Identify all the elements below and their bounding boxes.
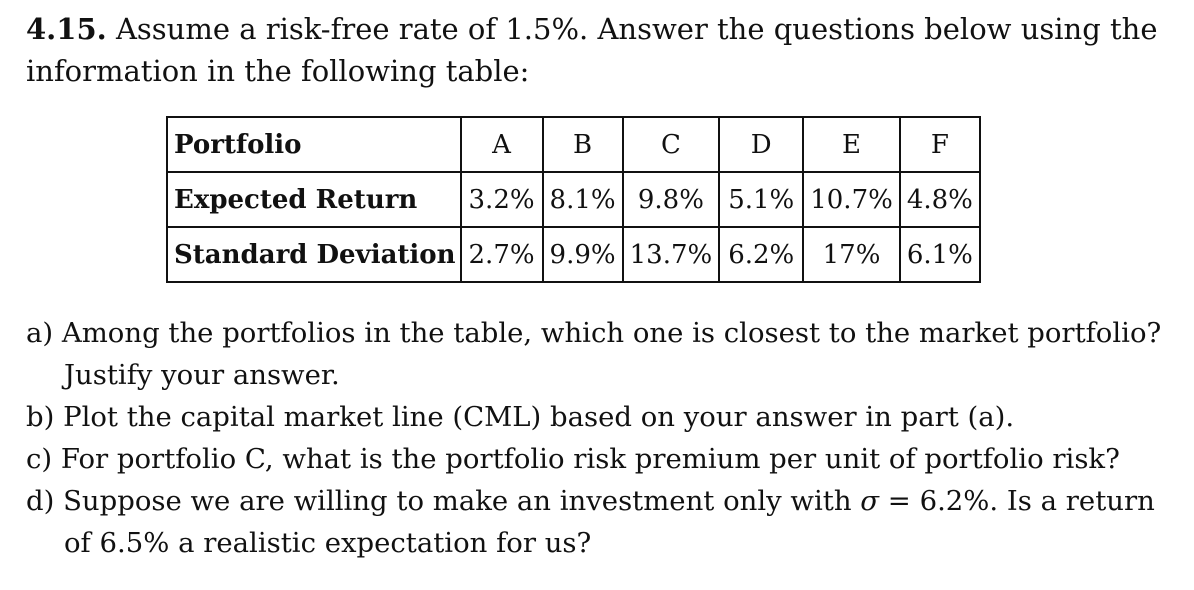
problem-statement-line2: information in the following table:: [26, 54, 530, 88]
question-d-text-start: d) Suppose we are willing to make an inv…: [26, 485, 861, 517]
table-row-standard-deviation: Standard Deviation 2.7% 9.9% 13.7% 6.2% …: [166, 226, 981, 283]
table-header-a: A: [459, 116, 544, 173]
question-d-text-end: = 6.2%. Is a return of 6.5% a realistic …: [64, 485, 1155, 559]
question-a: a) Among the portfolios in the table, wh…: [26, 317, 1162, 391]
table-cell: 2.7%: [459, 226, 544, 283]
table-cell: 4.8%: [898, 171, 981, 228]
problem-statement: 4.15. Assume a risk-free rate of 1.5%. A…: [26, 8, 1166, 92]
sigma-symbol: σ: [860, 485, 880, 517]
table-header-e: E: [802, 116, 901, 173]
table-header-row: Portfolio A B C D E F: [166, 116, 981, 173]
table-header-d: D: [718, 116, 805, 173]
table-header-f: F: [898, 116, 981, 173]
question-c: c) For portfolio C, what is the portfoli…: [26, 443, 1120, 475]
table-cell: 10.7%: [802, 171, 901, 228]
table-header-c: C: [621, 116, 721, 173]
table-row-expected-return: Expected Return 3.2% 8.1% 9.8% 5.1% 10.7…: [166, 171, 981, 228]
table-cell: 3.2%: [459, 171, 544, 228]
row-label-expected-return: Expected Return: [166, 171, 462, 228]
row-label-standard-deviation: Standard Deviation: [166, 226, 462, 283]
table-cell: 6.2%: [718, 226, 805, 283]
portfolio-table: Portfolio A B C D E F Expected Return 3.…: [166, 116, 981, 283]
table-cell: 6.1%: [898, 226, 981, 283]
question-list: a) Among the portfolios in the table, wh…: [26, 312, 1176, 564]
table-header-portfolio: Portfolio: [166, 116, 462, 173]
table-cell: 9.8%: [621, 171, 721, 228]
problem-statement-line1: Assume a risk-free rate of 1.5%. Answer …: [115, 12, 1158, 46]
table-cell: 17%: [802, 226, 901, 283]
table-cell: 5.1%: [718, 171, 805, 228]
table-cell: 13.7%: [621, 226, 721, 283]
problem-number: 4.15.: [26, 12, 107, 46]
table-header-b: B: [541, 116, 624, 173]
question-d: d) Suppose we are willing to make an inv…: [26, 480, 1176, 564]
table-cell: 9.9%: [541, 226, 624, 283]
table-cell: 8.1%: [541, 171, 624, 228]
question-b: b) Plot the capital market line (CML) ba…: [26, 401, 1015, 433]
